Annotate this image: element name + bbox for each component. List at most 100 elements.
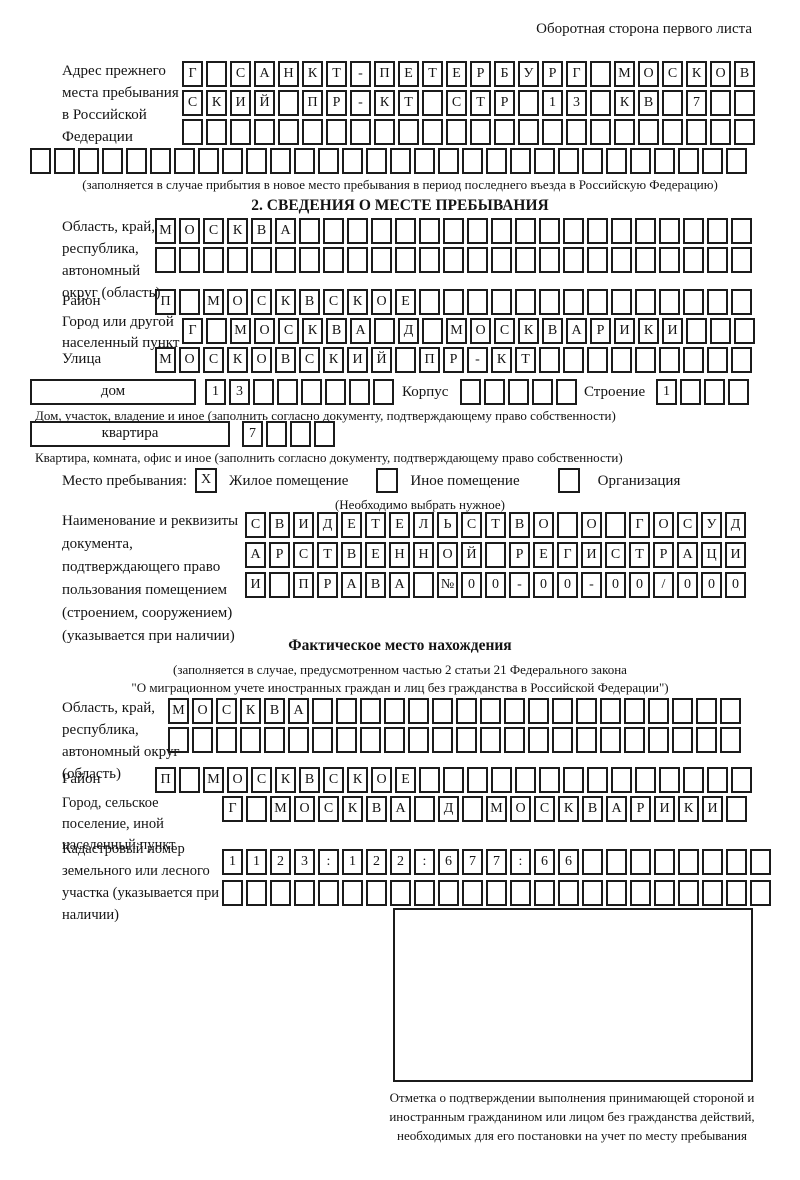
char-box[interactable]: А xyxy=(275,218,296,244)
char-box[interactable] xyxy=(192,727,213,753)
char-box[interactable] xyxy=(515,218,536,244)
char-box[interactable] xyxy=(347,247,368,273)
char-box[interactable] xyxy=(662,90,683,116)
char-box[interactable]: Д xyxy=(725,512,746,538)
char-box[interactable]: И xyxy=(702,796,723,822)
char-box[interactable]: П xyxy=(302,90,323,116)
char-box[interactable] xyxy=(470,119,491,145)
char-box[interactable] xyxy=(702,880,723,906)
char-box[interactable] xyxy=(408,727,429,753)
char-box[interactable] xyxy=(686,318,707,344)
char-box[interactable]: Г xyxy=(566,61,587,87)
char-box[interactable] xyxy=(683,218,704,244)
char-box[interactable] xyxy=(168,727,189,753)
char-box[interactable]: Е xyxy=(341,512,362,538)
char-box[interactable] xyxy=(576,698,597,724)
char-box[interactable]: К xyxy=(240,698,261,724)
char-box[interactable] xyxy=(576,727,597,753)
char-box[interactable]: М xyxy=(614,61,635,87)
char-box[interactable] xyxy=(587,289,608,315)
char-box[interactable] xyxy=(269,572,290,598)
char-box[interactable]: А xyxy=(389,572,410,598)
char-box[interactable] xyxy=(384,727,405,753)
char-box[interactable] xyxy=(539,218,560,244)
char-box[interactable]: О xyxy=(510,796,531,822)
char-box[interactable] xyxy=(419,767,440,793)
char-box[interactable]: Р xyxy=(509,542,530,568)
char-box[interactable] xyxy=(414,796,435,822)
char-box[interactable]: М xyxy=(155,347,176,373)
char-box[interactable]: : xyxy=(318,849,339,875)
char-box[interactable]: 7 xyxy=(486,849,507,875)
char-box[interactable] xyxy=(696,698,717,724)
char-box[interactable]: П xyxy=(155,289,176,315)
char-box[interactable]: 2 xyxy=(270,849,291,875)
char-box[interactable] xyxy=(552,698,573,724)
char-box[interactable]: 2 xyxy=(366,849,387,875)
char-box[interactable]: : xyxy=(414,849,435,875)
char-box[interactable]: С xyxy=(677,512,698,538)
char-box[interactable] xyxy=(590,119,611,145)
char-box[interactable] xyxy=(710,90,731,116)
char-box[interactable] xyxy=(590,90,611,116)
char-box[interactable] xyxy=(398,119,419,145)
char-box[interactable] xyxy=(611,247,632,273)
char-box[interactable] xyxy=(336,698,357,724)
char-box[interactable]: П xyxy=(419,347,440,373)
char-box[interactable] xyxy=(30,148,51,174)
char-box[interactable] xyxy=(314,421,335,447)
char-box[interactable]: Т xyxy=(470,90,491,116)
char-box[interactable]: П xyxy=(155,767,176,793)
char-box[interactable]: - xyxy=(509,572,530,598)
char-box[interactable]: 1 xyxy=(656,379,677,405)
char-box[interactable]: 0 xyxy=(485,572,506,598)
char-box[interactable]: А xyxy=(245,542,266,568)
char-box[interactable]: О xyxy=(294,796,315,822)
char-box[interactable] xyxy=(635,767,656,793)
char-box[interactable] xyxy=(467,218,488,244)
char-box[interactable] xyxy=(611,218,632,244)
char-box[interactable]: Г xyxy=(629,512,650,538)
char-box[interactable] xyxy=(534,880,555,906)
char-box[interactable] xyxy=(630,880,651,906)
char-box[interactable]: И xyxy=(347,347,368,373)
char-box[interactable]: В xyxy=(269,512,290,538)
char-box[interactable]: С xyxy=(230,61,251,87)
char-box[interactable] xyxy=(443,247,464,273)
char-box[interactable] xyxy=(707,767,728,793)
char-box[interactable] xyxy=(486,880,507,906)
char-box[interactable] xyxy=(102,148,123,174)
char-box[interactable]: О xyxy=(227,767,248,793)
char-box[interactable]: : xyxy=(510,849,531,875)
char-box[interactable]: И xyxy=(245,572,266,598)
char-box[interactable] xyxy=(467,289,488,315)
char-box[interactable] xyxy=(534,148,555,174)
char-box[interactable] xyxy=(278,119,299,145)
char-box[interactable] xyxy=(216,727,237,753)
char-box[interactable] xyxy=(78,148,99,174)
char-box[interactable]: К xyxy=(347,767,368,793)
char-box[interactable]: Р xyxy=(494,90,515,116)
char-box[interactable] xyxy=(349,379,370,405)
stay-type-checkbox-other[interactable] xyxy=(376,468,399,493)
char-box[interactable] xyxy=(528,698,549,724)
char-box[interactable]: К xyxy=(614,90,635,116)
char-box[interactable]: Б xyxy=(494,61,515,87)
char-box[interactable] xyxy=(504,698,525,724)
char-box[interactable]: К xyxy=(638,318,659,344)
char-box[interactable] xyxy=(390,148,411,174)
char-box[interactable] xyxy=(539,289,560,315)
char-box[interactable] xyxy=(683,247,704,273)
char-box[interactable] xyxy=(731,289,752,315)
char-box[interactable] xyxy=(408,698,429,724)
char-box[interactable]: Г xyxy=(182,61,203,87)
char-box[interactable] xyxy=(266,421,287,447)
char-box[interactable] xyxy=(299,218,320,244)
house-type-box[interactable]: дом xyxy=(30,379,196,405)
char-box[interactable]: В xyxy=(264,698,285,724)
char-box[interactable] xyxy=(539,247,560,273)
char-box[interactable]: М xyxy=(270,796,291,822)
char-box[interactable]: С xyxy=(662,61,683,87)
char-box[interactable] xyxy=(222,148,243,174)
char-box[interactable]: В xyxy=(366,796,387,822)
